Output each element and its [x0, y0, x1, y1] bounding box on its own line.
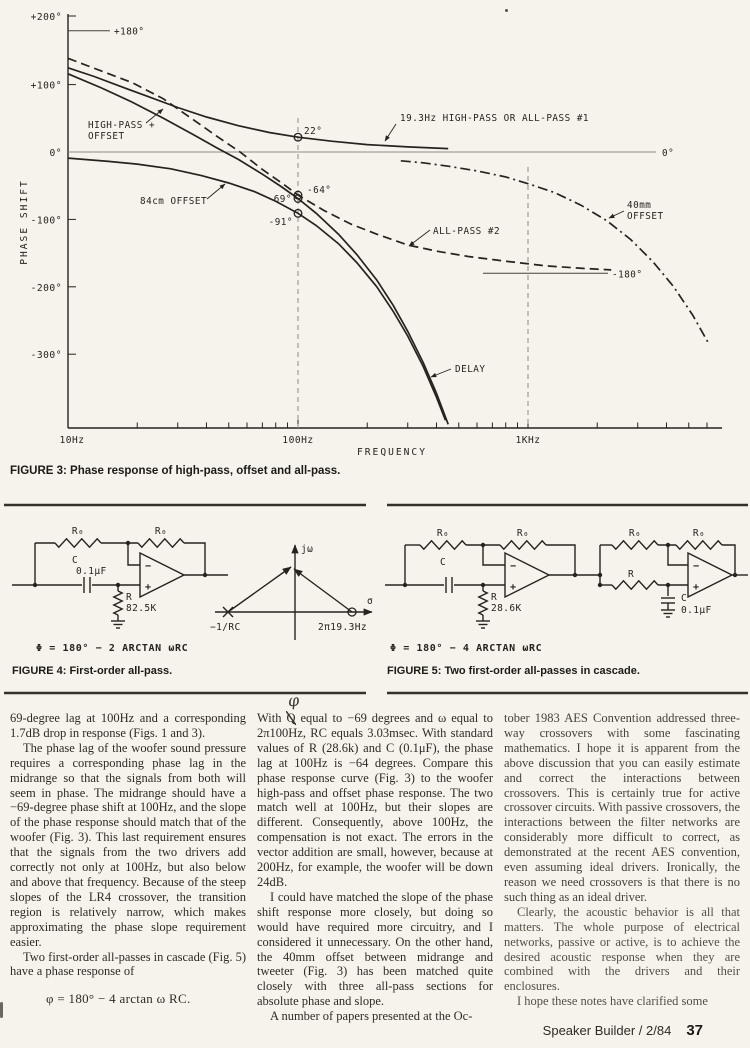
value-minus69-label: -69° [268, 194, 292, 205]
x-ticks: 10Hz 100Hz 1KHz [59, 435, 540, 446]
fig5-s2-cap-label: C [681, 593, 687, 604]
figure5-caption: FIGURE 5: Two first-order all-passes in … [387, 665, 640, 677]
y-ticks: +200° +100° 0° -100° -200° -300° [31, 12, 76, 361]
fig5-s2-r-label: R [628, 569, 634, 580]
struck-q: Q [286, 711, 296, 725]
paragraph: With Q equal to −69 degrees and ω equal … [257, 711, 493, 890]
allpass2-label: ALL-PASS #2 [433, 226, 500, 237]
minus180-label: -180° [612, 270, 643, 281]
fig4-opamp-minus: − [145, 561, 151, 572]
ytick-minus200: -200° [31, 283, 62, 294]
scan-artifact [0, 1002, 3, 1018]
xtick-1khz: 1KHz [515, 435, 540, 446]
annotation-leaders [145, 108, 625, 378]
panel-rules [4, 503, 748, 695]
phase-chart: +200° +100° 0° -100° -200° -300° 10Hz 10… [19, 12, 722, 458]
ytick-zero: 0° [49, 148, 62, 159]
value-minus64-label: -64° [307, 185, 331, 196]
x-axis-title: FREQUENCY [357, 447, 427, 458]
40mm-offset-label-2: OFFSET [627, 211, 664, 222]
pole-label: −1/RC [210, 622, 241, 633]
figure3-caption: FIGURE 3: Phase response of high-pass, o… [10, 465, 341, 477]
fig4-phase-formula: Φ = 180° − 2 ARCTAN ωRC [36, 643, 188, 654]
highpass-offset-label-2: OFFSET [88, 131, 125, 142]
ytick-plus100: +100° [31, 81, 62, 92]
value-22-label: 22° [304, 126, 322, 137]
xtick-10hz: 10Hz [59, 435, 84, 446]
value-minus91-label: -91° [269, 217, 293, 228]
fig4-opamp-plus: + [145, 582, 151, 593]
fig5-s2-cap-value: 0.1μF [681, 605, 712, 616]
curve-all-pass-2 [67, 57, 612, 271]
inline-phase-formula: φ = 180° − 4 arctan ω RC. [46, 991, 191, 1007]
journal-title: Speaker Builder / 2/84 [542, 1023, 672, 1038]
y-axis-title: PHASE SHIFT [19, 179, 30, 265]
delay-label: DELAY [455, 364, 486, 375]
fig5-phase-formula: Φ = 180° − 4 ARCTAN ωRC [390, 643, 542, 654]
fig5-s1-opamp-plus: + [510, 582, 516, 593]
curve-40mm-offset [400, 159, 710, 344]
paragraph: I hope these notes have clarified some [517, 994, 708, 1009]
paragraph: tober 1983 AES Convention addressed thre… [504, 711, 740, 904]
paragraph: The phase lag of the woofer sound pressu… [10, 740, 246, 949]
jw-axis-label: jω [301, 544, 313, 555]
handwritten-phi-correction: φ [286, 690, 301, 711]
paragraph: 69-degree lag at 100Hz and a correspondi… [10, 711, 246, 740]
page-number: 37 [686, 1022, 703, 1039]
fig5-s1-opamp-minus: − [510, 561, 516, 572]
fig4-r0-right-label: R₀ [155, 526, 167, 537]
fig5-s1-r-label: R [491, 592, 497, 603]
fig5-s2-opamp-minus: − [693, 561, 699, 572]
zero-right-label: 0° [662, 148, 674, 159]
fig4-r-value: 82.5K [126, 603, 157, 614]
text-run: With [257, 711, 287, 725]
fig5-s1-r-value: 28.6K [491, 603, 522, 614]
column-2: φ With Q equal to −69 degrees and ω equa… [257, 690, 493, 1024]
paragraph: I could have matched the slope of the ph… [257, 889, 493, 1009]
fig5-s1-r0-right-label: R₀ [517, 528, 529, 539]
xtick-100hz: 100Hz [282, 435, 313, 446]
84cm-offset-label: 84cm OFFSET [140, 196, 207, 207]
page-footer: Speaker Builder / 2/84 37 [543, 1022, 703, 1039]
plus180-label: +180° [114, 27, 145, 38]
paragraph: Two first-order all-passes in cascade (F… [10, 949, 247, 979]
fig5-stage2-circuit: R₀ R₀ R C 0.1μF − + [597, 528, 748, 618]
article-body: 69-degree lag at 100Hz and a correspondi… [10, 690, 742, 1024]
paragraph: Clearly, the acoustic behavior is all th… [504, 904, 740, 994]
fig5-s1-cap-label: C [440, 557, 446, 568]
figure4-caption: FIGURE 4: First-order all-pass. [12, 665, 172, 677]
ytick-minus100: -100° [31, 215, 62, 226]
phase-curves [67, 57, 710, 425]
crossover-point-markers [293, 132, 303, 218]
ytick-minus300: -300° [31, 350, 62, 361]
fig5-stage1-circuit: R₀ R₀ C R 28.6K − + [385, 528, 600, 629]
fig5-s1-r0-left-label: R₀ [437, 528, 449, 539]
fig5-s2-r0-right-label: R₀ [693, 528, 705, 539]
fig4-r0-left-label: R₀ [72, 526, 84, 537]
fig4-cap-value: 0.1μF [76, 566, 107, 577]
curve-84cm-offset-delay- [67, 157, 447, 421]
column-3: tober 1983 AES Convention addressed thre… [504, 711, 740, 1024]
fig5-s2-opamp-plus: + [693, 582, 699, 593]
scan-artifact [505, 9, 508, 12]
sigma-axis-label: σ [367, 596, 373, 607]
fig4-circuit: R₀ R₀ C 0.1μF R 82.5K − + [12, 526, 228, 629]
chart-annotations: +180° 0° -180° 22° -64° -69° -91° HIGH-P… [88, 27, 674, 376]
fig5-s2-r0-left-label: R₀ [629, 528, 641, 539]
curve-19-3hz-high-pass-or-all-pass-1 [67, 66, 449, 150]
paragraph: A number of papers presented at the Oc- [270, 1009, 473, 1024]
text-run: equal to −69 degrees and ω equal to 2π10… [257, 711, 493, 889]
zero-label: 2π19.3Hz [318, 622, 367, 633]
40mm-offset-label-1: 40mm [627, 200, 651, 211]
fig4-r-label: R [126, 592, 132, 603]
highpass-offset-label-1: HIGH-PASS + [88, 120, 155, 131]
ytick-plus200: +200° [31, 12, 62, 23]
x-minor-ticks [67, 420, 708, 428]
fig4-polezero-diagram: jω σ −1/RC 2π19.3Hz [210, 544, 373, 640]
fig4-cap-label: C [72, 555, 78, 566]
column-1: 69-degree lag at 100Hz and a correspondi… [10, 711, 246, 1024]
circuit-figures: R₀ R₀ C 0.1μF R 82.5K − + jω σ −1/RC 2π1… [4, 503, 748, 695]
allpass1-label: 19.3Hz HIGH-PASS OR ALL-PASS #1 [400, 113, 589, 124]
